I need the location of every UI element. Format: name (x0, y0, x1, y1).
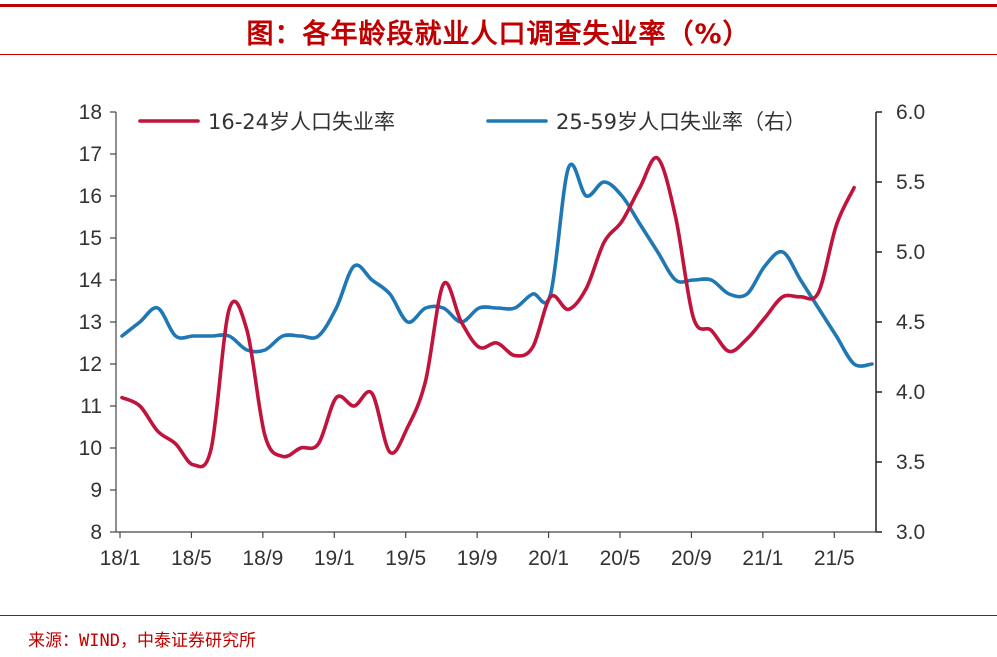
y-left-tick-label: 13 (79, 311, 102, 334)
page-title: 图：各年龄段就业人口调查失业率（%） (246, 19, 751, 50)
y-left-tick-label: 17 (79, 143, 102, 166)
y-left-tick-label: 12 (79, 353, 102, 376)
y-left-tick-label: 18 (79, 101, 102, 124)
x-tick-label: 19/1 (314, 547, 355, 570)
y-left-tick-label: 8 (90, 521, 102, 544)
y-left-tick-label: 9 (90, 479, 102, 502)
top-rule (0, 4, 997, 7)
y-right-tick-label: 5.0 (896, 241, 925, 264)
x-tick-label: 21/1 (742, 547, 783, 570)
legend-label: 25-59岁人口失业率（右） (556, 110, 806, 134)
y-right-tick-label: 3.5 (896, 451, 925, 474)
series-line-25-59 (120, 162, 874, 368)
line-chart: 8 9 10 11 12 13 14 15 16 17 18 3.0 3.5 4.0 4.5 5.0 5.5 6.… (79, 101, 926, 570)
y-right-tick-label: 3.0 (896, 521, 925, 544)
x-tick-label: 21/5 (814, 547, 855, 570)
legend-label: 16-24岁人口失业率 (208, 110, 395, 134)
source-note: 来源：WIND，中泰证券研究所 (28, 631, 256, 651)
x-tick-label: 18/1 (100, 547, 141, 570)
x-tick-label: 20/1 (528, 547, 569, 570)
y-left-tick-label: 15 (79, 227, 102, 250)
x-tick-label: 19/9 (457, 547, 498, 570)
x-tick-label: 20/5 (600, 547, 641, 570)
y-right-tick-label: 6.0 (896, 101, 925, 124)
x-tick-label: 18/9 (242, 547, 283, 570)
series-line-16-24 (120, 155, 856, 469)
y-right-tick-label: 4.0 (896, 381, 925, 404)
y-left-tick-label: 14 (79, 269, 103, 292)
chart-axes: 8 9 10 11 12 13 14 15 16 17 18 3.0 3.5 4.0 4.5 5.0 5.5 6.… (79, 101, 926, 570)
y-right-tick-label: 5.5 (896, 171, 925, 194)
x-tick-label: 19/5 (385, 547, 426, 570)
x-tick-label: 18/5 (171, 547, 212, 570)
chart-legend: 16-24岁人口失业率 25-59岁人口失业率（右） (138, 110, 806, 134)
chart-series (120, 155, 874, 469)
y-left-tick-label: 11 (80, 395, 102, 418)
y-left-tick-label: 16 (79, 185, 102, 208)
title-rule (0, 54, 997, 55)
x-tick-label: 20/9 (671, 547, 712, 570)
y-right-tick-label: 4.5 (896, 311, 925, 334)
bottom-rule (0, 615, 997, 616)
y-left-tick-label: 10 (79, 437, 102, 460)
